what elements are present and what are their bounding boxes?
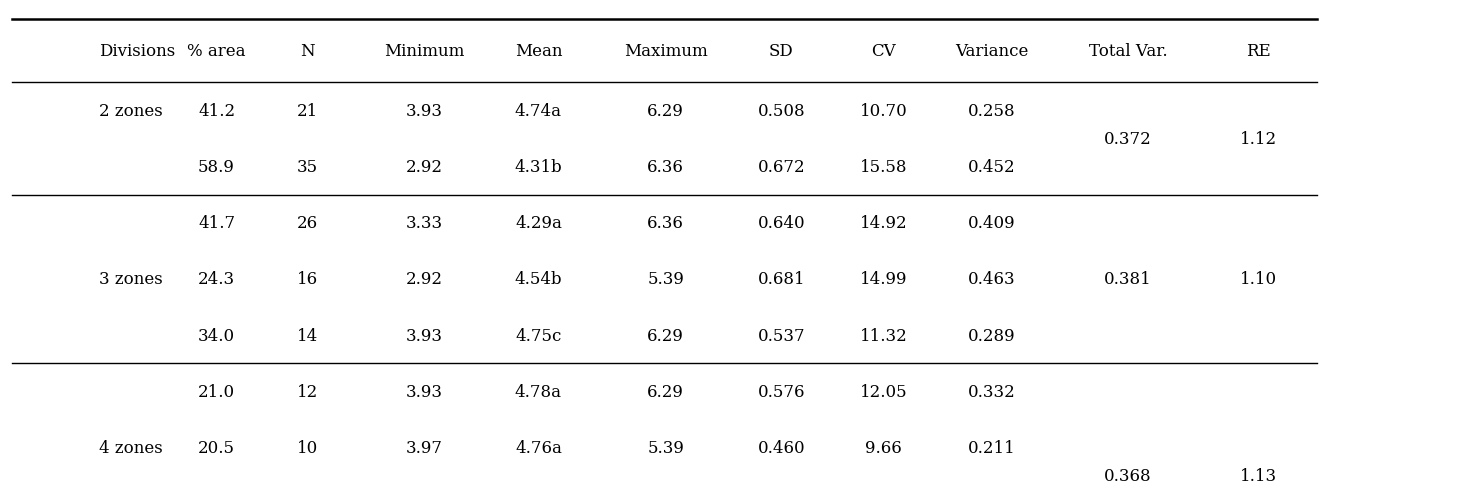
- Text: 0.211: 0.211: [969, 439, 1015, 456]
- Text: 12.05: 12.05: [860, 383, 907, 400]
- Text: 0.289: 0.289: [969, 327, 1015, 344]
- Text: 6.29: 6.29: [647, 102, 685, 120]
- Text: 10: 10: [297, 439, 317, 456]
- Text: Variance: Variance: [955, 43, 1028, 60]
- Text: 14: 14: [297, 327, 317, 344]
- Text: 12: 12: [297, 383, 317, 400]
- Text: N: N: [300, 43, 315, 60]
- Text: 0.537: 0.537: [758, 327, 805, 344]
- Text: 14.92: 14.92: [860, 215, 907, 232]
- Text: 1.12: 1.12: [1239, 131, 1277, 147]
- Text: 4.78a: 4.78a: [515, 383, 562, 400]
- Text: 3.97: 3.97: [405, 439, 443, 456]
- Text: 0.372: 0.372: [1105, 131, 1151, 147]
- Text: SD: SD: [770, 43, 793, 60]
- Text: 14.99: 14.99: [860, 271, 907, 288]
- Text: 5.39: 5.39: [647, 439, 685, 456]
- Text: 1.10: 1.10: [1239, 271, 1277, 288]
- Text: 5.39: 5.39: [647, 271, 685, 288]
- Text: 20.5: 20.5: [198, 439, 236, 456]
- Text: 1.13: 1.13: [1239, 468, 1277, 484]
- Text: 4.76a: 4.76a: [515, 439, 562, 456]
- Text: 9.66: 9.66: [865, 439, 903, 456]
- Text: 0.452: 0.452: [969, 159, 1015, 176]
- Text: 41.2: 41.2: [198, 102, 236, 120]
- Text: 4.75c: 4.75c: [515, 327, 562, 344]
- Text: 21.0: 21.0: [198, 383, 236, 400]
- Text: 41.7: 41.7: [198, 215, 236, 232]
- Text: 24.3: 24.3: [198, 271, 236, 288]
- Text: 0.640: 0.640: [758, 215, 805, 232]
- Text: 4.54b: 4.54b: [515, 271, 562, 288]
- Text: 0.368: 0.368: [1105, 468, 1151, 484]
- Text: 3.93: 3.93: [405, 327, 443, 344]
- Text: 3.33: 3.33: [405, 215, 443, 232]
- Text: 11.32: 11.32: [860, 327, 907, 344]
- Text: 58.9: 58.9: [198, 159, 236, 176]
- Text: 4.31b: 4.31b: [515, 159, 562, 176]
- Text: 3 zones: 3 zones: [99, 271, 164, 288]
- Text: CV: CV: [872, 43, 895, 60]
- Text: % area: % area: [187, 43, 246, 60]
- Text: 21: 21: [297, 102, 317, 120]
- Text: Minimum: Minimum: [385, 43, 464, 60]
- Text: Divisions: Divisions: [99, 43, 176, 60]
- Text: 34.0: 34.0: [198, 327, 236, 344]
- Text: 2.92: 2.92: [405, 159, 443, 176]
- Text: 6.36: 6.36: [647, 159, 685, 176]
- Text: 0.460: 0.460: [758, 439, 805, 456]
- Text: 3.93: 3.93: [405, 383, 443, 400]
- Text: 4.29a: 4.29a: [515, 215, 562, 232]
- Text: 2 zones: 2 zones: [99, 102, 164, 120]
- Text: 0.258: 0.258: [969, 102, 1015, 120]
- Text: Mean: Mean: [515, 43, 562, 60]
- Text: 0.463: 0.463: [969, 271, 1015, 288]
- Text: 0.681: 0.681: [758, 271, 805, 288]
- Text: 0.409: 0.409: [969, 215, 1015, 232]
- Text: 35: 35: [297, 159, 317, 176]
- Text: 4.74a: 4.74a: [515, 102, 562, 120]
- Text: 6.36: 6.36: [647, 215, 685, 232]
- Text: 0.576: 0.576: [758, 383, 805, 400]
- Text: 15.58: 15.58: [860, 159, 907, 176]
- Text: 0.672: 0.672: [758, 159, 805, 176]
- Text: 0.381: 0.381: [1105, 271, 1151, 288]
- Text: 0.332: 0.332: [969, 383, 1015, 400]
- Text: Maximum: Maximum: [623, 43, 708, 60]
- Text: 26: 26: [297, 215, 317, 232]
- Text: 2.92: 2.92: [405, 271, 443, 288]
- Text: 16: 16: [297, 271, 317, 288]
- Text: 6.29: 6.29: [647, 327, 685, 344]
- Text: 10.70: 10.70: [860, 102, 907, 120]
- Text: RE: RE: [1246, 43, 1270, 60]
- Text: 3.93: 3.93: [405, 102, 443, 120]
- Text: 0.508: 0.508: [758, 102, 805, 120]
- Text: 4 zones: 4 zones: [99, 439, 164, 456]
- Text: Total Var.: Total Var.: [1088, 43, 1167, 60]
- Text: 6.29: 6.29: [647, 383, 685, 400]
